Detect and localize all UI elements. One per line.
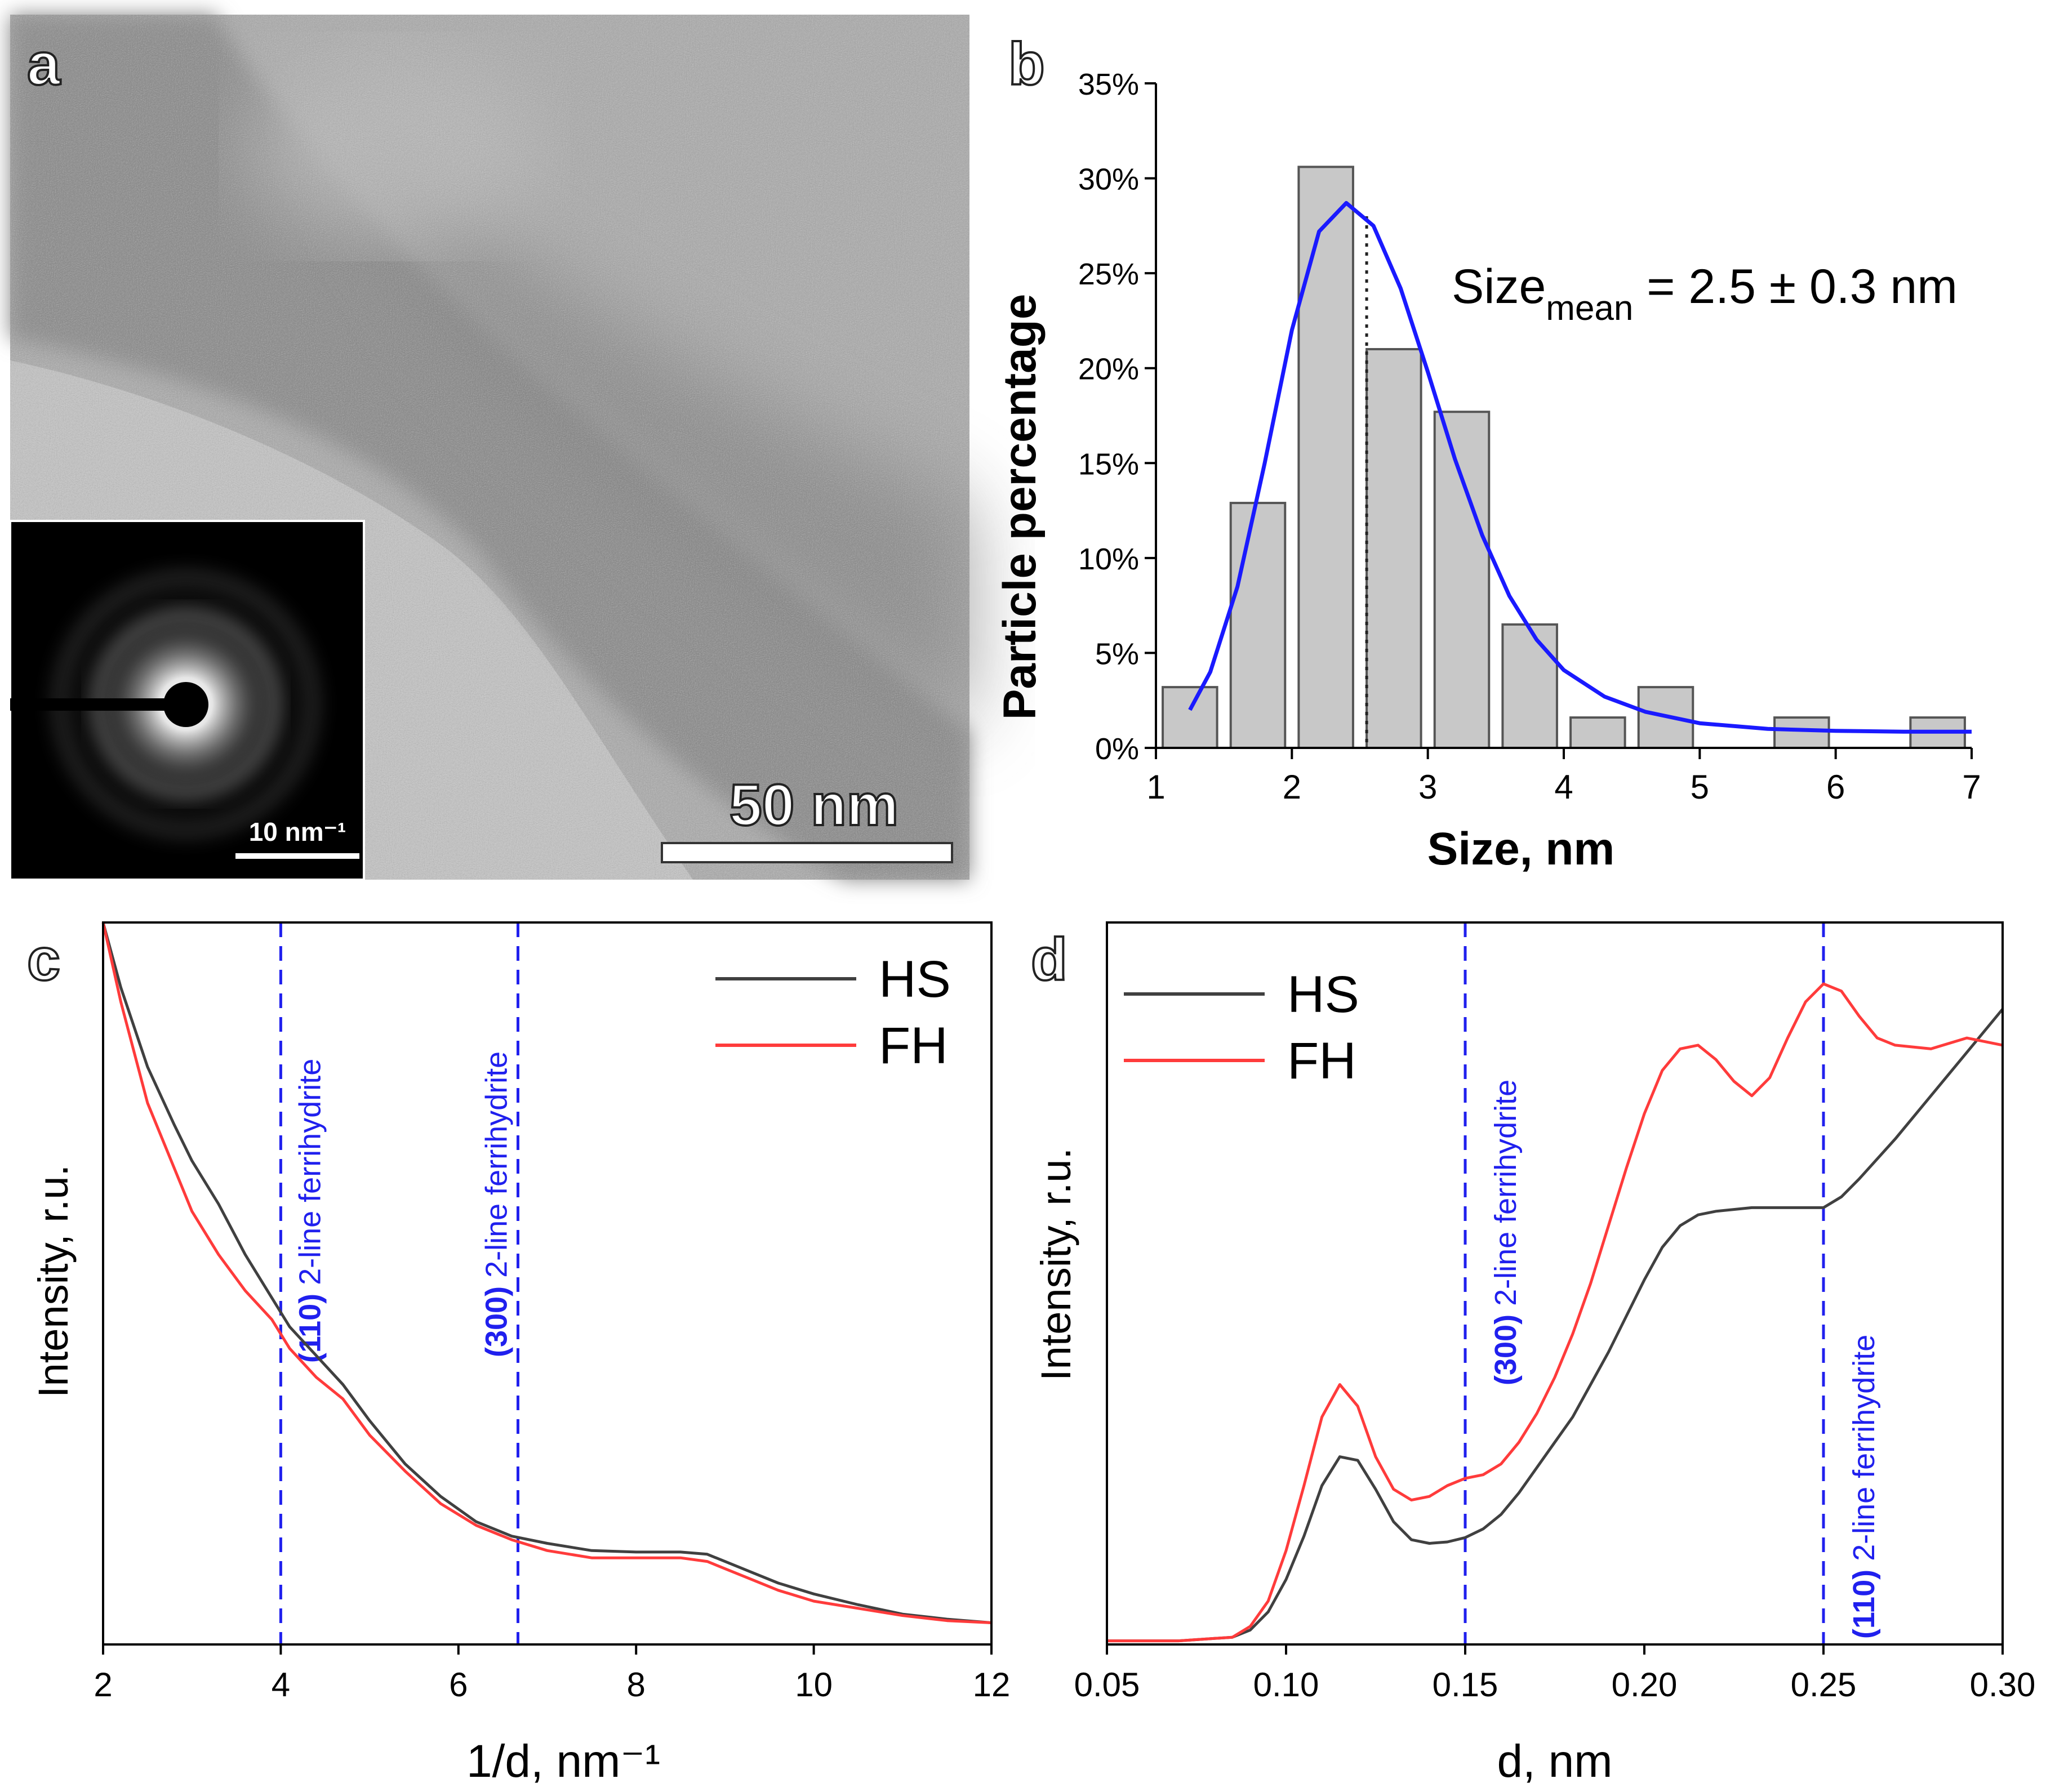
d-x-tick-label: 0.30 — [1970, 1666, 2036, 1704]
d-plot-frame — [1106, 921, 2004, 1646]
histogram-x-tick-label: 5 — [1691, 768, 1709, 806]
reference-lines: (110) 2-line ferrihydrite(300) 2-line fe… — [279, 922, 519, 1644]
histogram-bar — [1773, 716, 1830, 749]
legend-label-fh: FH — [879, 1017, 948, 1075]
panel-c-line-chart: c (110) 2-line ferrihydrite(300) 2-line … — [26, 921, 1011, 1787]
legend: HS FH — [715, 951, 951, 1075]
histogram-bars — [1162, 166, 1966, 750]
series-line-fh — [101, 922, 992, 1624]
histogram-bar — [1501, 623, 1558, 750]
legend-label-hs: HS — [1287, 966, 1359, 1023]
panel-label-d: d — [1031, 926, 1067, 993]
panel-d-line-chart: d (300) 2-line ferrihydrite(110) 2-line … — [1030, 921, 2036, 1787]
c-x-tick-label: 6 — [449, 1666, 468, 1704]
histogram-x-tick-label: 1 — [1146, 768, 1165, 806]
histogram-axes: 1 2 3 4 5 6 7 0% 5% 10% 15% 20% 25% 30% 35% — [1078, 68, 1981, 806]
saed-inset: 10 nm⁻¹ — [9, 520, 365, 881]
d-x-tick-label: 0.10 — [1253, 1666, 1319, 1704]
histogram-y-tick-label: 30% — [1078, 163, 1139, 197]
histogram-bar — [1433, 411, 1491, 749]
reference-text: 2-line ferrihydrite — [1847, 1335, 1881, 1570]
series-lines — [101, 922, 992, 1624]
histogram-x-tick-label: 4 — [1554, 768, 1573, 806]
legend-label-hs: HS — [879, 951, 951, 1008]
annotation-rest: = 2.5 ± 0.3 nm — [1633, 260, 1957, 314]
histogram-bar — [1162, 686, 1218, 749]
d-x-tick-label: 0.25 — [1791, 1666, 1857, 1704]
inset-scale-label: 10 nm⁻¹ — [249, 817, 346, 846]
histogram-y-tick-label: 35% — [1078, 68, 1139, 101]
reference-lines: (300) 2-line ferrihydrite(110) 2-line fe… — [1464, 922, 1881, 1644]
reference-line-label: (110) 2-line ferrihydrite — [1847, 1335, 1881, 1639]
reference-text: 2-line ferrihydrite — [1489, 1080, 1523, 1314]
histogram-x-tick-label: 2 — [1283, 768, 1301, 806]
reference-line-label: (300) 2-line ferrihydrite — [479, 1051, 513, 1357]
reference-text: 2-line ferrihydrite — [479, 1051, 513, 1286]
c-x-tick-label: 2 — [94, 1666, 112, 1704]
c-y-axis-label: Intensity, r.u. — [30, 1165, 77, 1398]
histogram-y-tick-label: 5% — [1095, 637, 1139, 671]
annotation-main: Size — [1452, 260, 1546, 314]
axes: 2 4 6 8 10 12 — [94, 921, 1011, 1704]
scale-bar-label: 50 nm — [730, 773, 899, 838]
histogram-y-tick-label: 15% — [1078, 447, 1139, 481]
histogram-x-tick-label: 6 — [1826, 768, 1845, 806]
panel-label-b: b — [1008, 31, 1045, 97]
c-x-axis-label: 1/d, nm⁻¹ — [466, 1736, 660, 1787]
d-y-axis-label: Intensity, r.u. — [1033, 1148, 1079, 1381]
histogram-bar — [1297, 166, 1354, 749]
legend-label-fh: FH — [1287, 1032, 1356, 1090]
histogram-bar — [1569, 716, 1626, 749]
reference-text: 2-line ferrihydrite — [293, 1059, 327, 1294]
d-x-tick-label: 0.05 — [1074, 1666, 1140, 1704]
histogram-y-tick-label: 20% — [1078, 353, 1139, 386]
histogram-y-tick-label: 10% — [1078, 542, 1139, 576]
d-x-tick-label: 0.20 — [1612, 1666, 1678, 1704]
beam-stopper-rod — [10, 698, 186, 711]
c-x-tick-label: 12 — [973, 1666, 1011, 1704]
reference-hkl: (300) — [479, 1286, 513, 1357]
reference-hkl: (300) — [1489, 1314, 1523, 1385]
histogram-x-tick-label: 7 — [1962, 768, 1981, 806]
panel-a-tem-image: a 50 nm 10 nm⁻¹ — [9, 15, 969, 881]
axes: 0.05 0.10 0.15 0.20 0.25 0.30 — [1074, 921, 2036, 1704]
series-line-hs — [101, 922, 992, 1624]
panel-label-a: a — [27, 31, 61, 97]
legend: HS FH — [1124, 966, 1359, 1090]
reference-line-label: (300) 2-line ferrihydrite — [1489, 1080, 1523, 1385]
histogram-bar — [1229, 502, 1287, 749]
beam-stopper — [163, 682, 208, 727]
c-x-tick-label: 10 — [795, 1666, 833, 1704]
series-line-fh — [1107, 982, 2003, 1643]
histogram-bar — [1365, 348, 1422, 749]
histogram-y-tick-label: 0% — [1095, 732, 1139, 766]
reference-hkl: (110) — [293, 1294, 327, 1363]
series-line-hs — [1107, 1008, 2004, 1643]
size-mean-annotation: Sizemean = 2.5 ± 0.3 nm — [1452, 260, 1958, 328]
histogram-x-axis-label: Size, nm — [1427, 823, 1615, 875]
histogram-y-axis-label: Particle percentage — [994, 294, 1046, 720]
panel-label-c: c — [27, 926, 60, 993]
inset-scale-bar — [235, 853, 359, 859]
panel-b-histogram: b 1 2 3 4 5 6 7 0% 5% 10% 15% 20% 25% 30% 35% Sizemean… — [994, 30, 1981, 875]
fit-curve — [1188, 200, 1972, 734]
c-x-tick-label: 8 — [627, 1666, 646, 1704]
c-plot-frame — [102, 921, 993, 1646]
annotation-sub: mean — [1546, 289, 1633, 328]
reference-line-label: (110) 2-line ferrihydrite — [293, 1059, 327, 1363]
histogram-x-tick-label: 3 — [1418, 768, 1437, 806]
d-x-axis-label: d, nm — [1497, 1736, 1612, 1787]
histogram-y-tick-label: 25% — [1078, 257, 1139, 291]
reference-hkl: (110) — [1847, 1570, 1881, 1639]
c-x-tick-label: 4 — [272, 1666, 290, 1704]
d-x-tick-label: 0.15 — [1433, 1666, 1498, 1704]
fit-curve-group — [1188, 200, 1972, 734]
scale-bar — [661, 842, 953, 863]
series-lines — [1107, 982, 2004, 1643]
